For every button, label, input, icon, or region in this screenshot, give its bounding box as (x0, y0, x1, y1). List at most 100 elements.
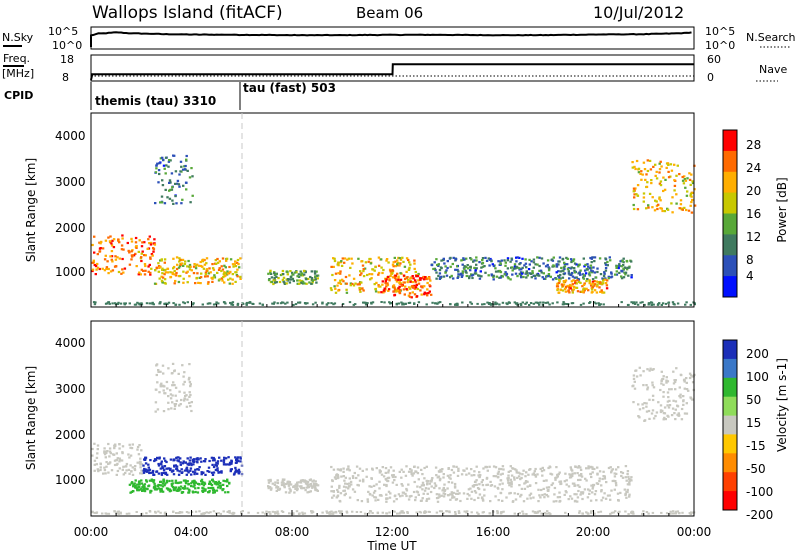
scatter-cell (557, 270, 560, 273)
scatter-cell (426, 288, 429, 291)
scatter-cell (96, 444, 100, 447)
power-cbar-tick-28: 28 (746, 138, 761, 152)
scatter-cell (556, 287, 559, 291)
scatter-cell (297, 273, 300, 276)
scatter-cell (457, 273, 460, 276)
scatter-cell (128, 456, 131, 459)
scatter-cell (630, 276, 633, 279)
scatter-cell (487, 303, 491, 305)
scatter-cell (140, 469, 143, 472)
scatter-cell (212, 465, 216, 469)
scatter-cell (368, 492, 372, 496)
scatter-cell (484, 271, 487, 274)
scatter-cell (236, 302, 240, 305)
scatter-cell (434, 484, 437, 488)
scatter-cell (153, 282, 157, 285)
scatter-cell (116, 469, 120, 473)
scatter-cell (464, 265, 468, 268)
scatter-cell (542, 272, 545, 275)
scatter-cell (338, 486, 341, 489)
scatter-cell (280, 483, 284, 487)
scatter-cell (137, 273, 140, 276)
scatter-cell (539, 269, 543, 272)
scatter-cell (652, 417, 656, 420)
scatter-cell (633, 380, 636, 383)
scatter-cell (149, 273, 152, 276)
scatter-cell (197, 458, 200, 461)
scatter-cell (207, 491, 210, 494)
scatter-cell (97, 470, 100, 473)
scatter-cell (344, 275, 348, 279)
scatter-cell (187, 378, 191, 381)
scatter-cell (122, 248, 125, 251)
scatter-cell (171, 479, 174, 482)
scatter-cell (571, 482, 575, 485)
scatter-cell (679, 373, 683, 376)
scatter-cell (520, 493, 523, 496)
scatter-cell (601, 477, 604, 481)
scatter-cell (180, 262, 184, 265)
scatter-cell (164, 172, 167, 175)
scatter-cell (515, 471, 518, 474)
scatter-cell (131, 443, 134, 446)
scatter-cell (267, 481, 271, 484)
scatter-cell (427, 292, 430, 295)
scatter-cell (690, 511, 693, 514)
scatter-cell (170, 470, 174, 473)
scatter-cell (577, 280, 581, 284)
scatter-cell (494, 466, 498, 469)
scatter-cell (668, 388, 671, 391)
scatter-cell (161, 490, 165, 493)
scatter-cell (98, 267, 101, 271)
scatter-cell (107, 267, 110, 271)
scatter-cell (604, 269, 608, 272)
scatter-cell (683, 412, 687, 415)
scatter-cell (138, 239, 141, 242)
scatter-cell (682, 182, 686, 185)
scatter-cell (368, 273, 371, 276)
scatter-cell (299, 479, 303, 482)
scatter-cell (395, 483, 398, 486)
scatter-cell (455, 492, 458, 495)
scatter-cell (284, 482, 288, 486)
scatter-cell (269, 271, 272, 274)
scatter-cell (564, 472, 567, 475)
scatter-cell (492, 274, 495, 277)
scatter-cell (484, 256, 487, 259)
scatter-cell (245, 303, 248, 306)
scatter-cell (450, 468, 454, 472)
scatter-cell (367, 490, 370, 493)
scatter-cell (185, 466, 189, 469)
scatter-cell (468, 275, 471, 278)
scatter-cell (632, 203, 635, 207)
scatter-cell (157, 487, 161, 490)
scatter-cell (134, 479, 137, 482)
scatter-cell (174, 394, 177, 397)
scatter-cell (509, 491, 512, 495)
scatter-cell (167, 488, 170, 491)
scatter-cell (511, 273, 514, 276)
scatter-cell (358, 467, 362, 470)
scatter-cell (345, 288, 348, 291)
scatter-cell (402, 274, 406, 277)
scatter-cell (154, 401, 158, 404)
scatter-cell (449, 474, 452, 477)
scatter-cell (182, 375, 185, 378)
scatter-cell (571, 291, 574, 294)
scatter-cell (372, 484, 376, 487)
scatter-cell (225, 259, 228, 262)
scatter-cell (555, 500, 558, 503)
scatter-cell (232, 511, 235, 514)
scatter-cell (527, 473, 530, 476)
scatter-cell (108, 447, 112, 450)
scatter-cell (277, 488, 280, 491)
scatter-cell (157, 510, 160, 513)
scatter-cell (595, 291, 599, 294)
scatter-cell (582, 274, 586, 277)
scatter-cell (155, 164, 158, 167)
scatter-cell (516, 256, 519, 259)
scatter-cell (358, 479, 362, 482)
scatter-cell (393, 286, 396, 289)
scatter-cell (609, 259, 612, 262)
scatter-cell (131, 466, 134, 469)
